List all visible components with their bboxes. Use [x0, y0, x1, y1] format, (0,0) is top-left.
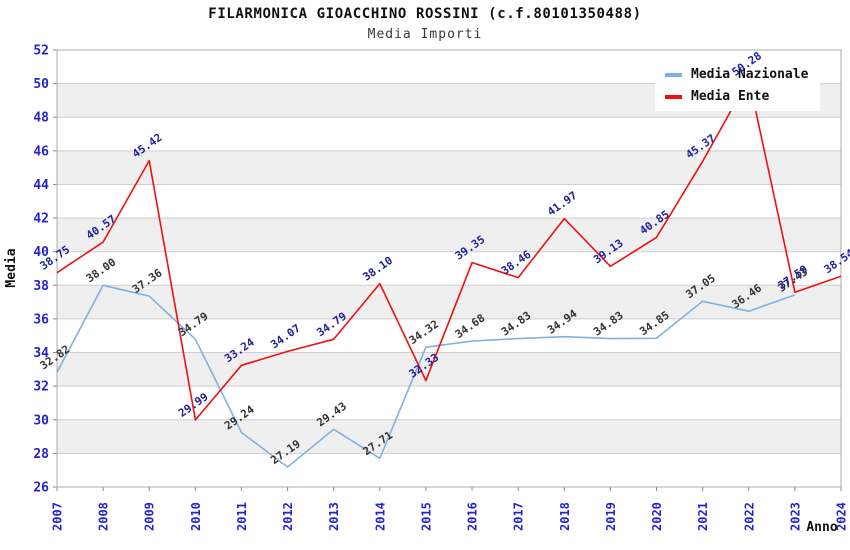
x-tick-label: 2021 [696, 502, 710, 531]
x-tick-label: 2017 [512, 502, 526, 531]
y-tick-label: 40 [33, 245, 49, 260]
series-line-media-nazionale [56, 284, 796, 468]
legend-item-media-nazionale: Media Nazionale [665, 67, 808, 82]
x-tick-label: 2024 [835, 502, 849, 531]
y-tick-label: 32 [33, 380, 49, 395]
legend-swatch-media-ente [665, 94, 682, 99]
y-tick-label: 30 [33, 413, 49, 428]
x-tick-label: 2011 [235, 502, 249, 531]
y-tick-label: 38 [33, 279, 49, 294]
chart-title: FILARMONICA GIOACCHINO ROSSINI (c.f.8010… [208, 6, 642, 22]
plot-band [57, 419, 841, 454]
x-tick-label: 2013 [327, 502, 341, 531]
series-line-media-ente [56, 78, 842, 421]
y-tick-label: 52 [33, 44, 49, 59]
x-tick-label: 2018 [558, 502, 572, 531]
x-tick-label: 2016 [466, 502, 480, 531]
legend-label-media-ente: Media Ente [691, 89, 770, 104]
legend-item-media-ente: Media Ente [665, 89, 808, 104]
x-tick-label: 2015 [419, 502, 433, 531]
plot-band [57, 218, 841, 252]
plot-band [57, 150, 841, 185]
x-tick-label: 2019 [604, 502, 618, 531]
chart-subtitle: Media Importi [367, 27, 483, 42]
y-tick-label: 34 [33, 346, 49, 361]
y-tick-label: 44 [33, 178, 49, 193]
plot-band [57, 352, 841, 387]
y-tick-label: 42 [33, 212, 49, 227]
x-tick-label: 2010 [189, 502, 203, 531]
y-tick-label: 48 [33, 111, 49, 126]
plot-band [57, 285, 841, 319]
x-tick-label: 2012 [281, 502, 295, 531]
x-tick-label: 2008 [97, 502, 111, 531]
y-tick-label: 26 [33, 481, 49, 496]
y-tick-label: 46 [33, 144, 49, 159]
x-axis-title: Anno [806, 520, 837, 535]
y-tick-label: 50 [33, 77, 49, 92]
legend-swatch-media-nazionale [665, 72, 682, 77]
plot-border [56, 49, 842, 488]
legend-label-media-nazionale: Media Nazionale [691, 67, 809, 82]
x-tick-label: 2014 [373, 502, 387, 531]
y-tick-label: 36 [33, 312, 49, 327]
x-tick-label: 2023 [788, 502, 802, 531]
x-tick-label: 2020 [650, 502, 664, 531]
legend: Media Nazionale Media Ente [655, 62, 821, 111]
x-tick-label: 2009 [143, 502, 157, 531]
y-tick-label: 28 [33, 447, 49, 462]
y-axis-title: Media [4, 248, 19, 287]
x-tick-label: 2022 [742, 502, 756, 531]
x-tick-label: 2007 [51, 502, 65, 531]
